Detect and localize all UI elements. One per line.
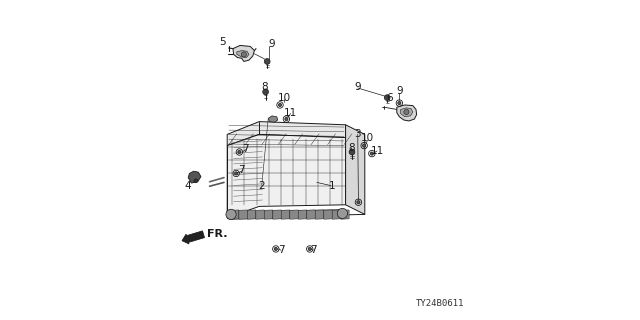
- Polygon shape: [298, 210, 307, 219]
- Polygon shape: [307, 210, 315, 219]
- Polygon shape: [188, 171, 201, 183]
- Text: 11: 11: [284, 108, 297, 118]
- Text: 10: 10: [278, 92, 291, 103]
- Polygon shape: [282, 210, 290, 219]
- Polygon shape: [227, 134, 346, 218]
- Text: 8: 8: [348, 143, 355, 153]
- Circle shape: [337, 208, 348, 219]
- Text: 7: 7: [278, 245, 284, 255]
- Text: 4: 4: [185, 181, 191, 191]
- Text: 2: 2: [259, 181, 265, 191]
- Text: 10: 10: [361, 133, 374, 143]
- Circle shape: [194, 179, 198, 183]
- Text: TY24B0611: TY24B0611: [416, 299, 464, 308]
- Polygon shape: [248, 210, 256, 219]
- Text: FR.: FR.: [207, 228, 228, 239]
- Text: 7: 7: [238, 165, 245, 175]
- Polygon shape: [230, 210, 239, 219]
- Polygon shape: [268, 116, 278, 122]
- Text: 5: 5: [219, 37, 226, 47]
- Circle shape: [241, 52, 246, 57]
- Circle shape: [285, 117, 288, 121]
- Circle shape: [235, 172, 238, 175]
- Text: 9: 9: [355, 82, 361, 92]
- Polygon shape: [290, 210, 298, 219]
- Text: 7: 7: [310, 245, 316, 255]
- Polygon shape: [273, 210, 281, 219]
- Polygon shape: [332, 210, 340, 219]
- Text: 6: 6: [387, 92, 393, 103]
- Circle shape: [384, 95, 390, 100]
- Text: 3: 3: [355, 129, 361, 139]
- Circle shape: [264, 59, 270, 64]
- Polygon shape: [229, 210, 344, 219]
- Circle shape: [398, 101, 401, 105]
- Text: 9: 9: [396, 86, 403, 96]
- Text: 9: 9: [268, 39, 275, 49]
- Polygon shape: [256, 210, 264, 219]
- Circle shape: [357, 201, 360, 204]
- Polygon shape: [239, 210, 247, 219]
- Polygon shape: [397, 105, 417, 121]
- Polygon shape: [340, 210, 349, 219]
- Polygon shape: [316, 210, 324, 219]
- Circle shape: [238, 150, 241, 154]
- Circle shape: [362, 144, 366, 147]
- Circle shape: [308, 247, 312, 251]
- Circle shape: [278, 103, 282, 107]
- Polygon shape: [227, 122, 346, 146]
- Polygon shape: [346, 125, 365, 214]
- Circle shape: [226, 209, 236, 220]
- Circle shape: [275, 247, 278, 251]
- Polygon shape: [233, 45, 254, 61]
- Circle shape: [349, 149, 355, 155]
- Polygon shape: [264, 210, 273, 219]
- Circle shape: [370, 152, 374, 155]
- Polygon shape: [401, 108, 413, 117]
- Polygon shape: [237, 51, 249, 58]
- Text: 1: 1: [329, 181, 335, 191]
- FancyArrow shape: [182, 231, 205, 244]
- Text: 11: 11: [371, 146, 383, 156]
- Circle shape: [404, 109, 409, 115]
- Text: 8: 8: [262, 82, 268, 92]
- Circle shape: [263, 89, 269, 95]
- Text: 7: 7: [243, 144, 249, 154]
- Polygon shape: [324, 210, 332, 219]
